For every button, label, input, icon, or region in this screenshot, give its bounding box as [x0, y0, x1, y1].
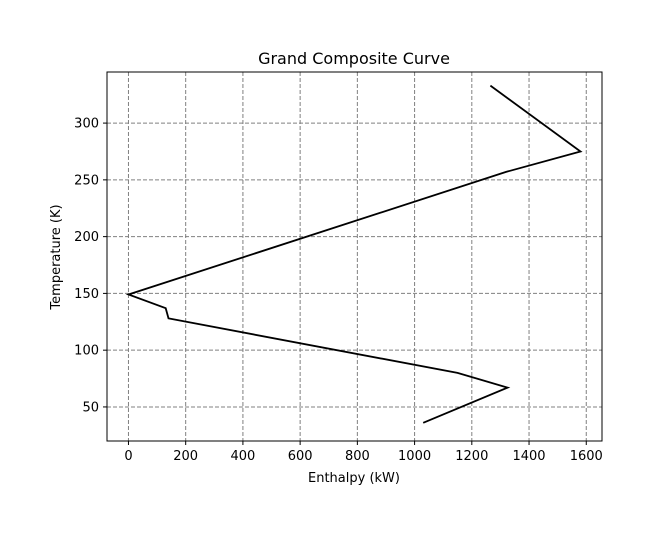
x-tick-label: 400	[230, 449, 255, 464]
x-tick-label: 800	[345, 449, 370, 464]
x-tick-label: 200	[173, 449, 198, 464]
ticks-layer: 0 200 400 600 800 1000 1200 1400 1600 50 100 150 200…	[74, 117, 603, 464]
x-tick-label: 0	[124, 449, 132, 464]
y-tick-label: 100	[74, 344, 99, 359]
x-tick-label: 1000	[398, 449, 431, 464]
x-axis-label: Enthalpy (kW)	[308, 471, 400, 486]
x-tick-label: 1200	[455, 449, 488, 464]
y-tick-label: 150	[74, 287, 99, 302]
y-tick-label: 300	[74, 117, 99, 132]
series-line	[125, 84, 583, 424]
x-tick-label: 1600	[570, 449, 603, 464]
y-tick-label: 250	[74, 173, 99, 188]
x-tick-label: 1400	[512, 449, 545, 464]
y-axis-label: Temperature (K)	[49, 204, 64, 310]
series-layer	[125, 84, 583, 424]
x-tick-label: 600	[288, 449, 313, 464]
y-tick-label: 50	[82, 400, 99, 415]
y-tick-label: 200	[74, 230, 99, 245]
plot-frame	[106, 71, 603, 442]
grid-layer	[107, 72, 602, 441]
chart-title: Grand Composite Curve	[258, 49, 450, 68]
